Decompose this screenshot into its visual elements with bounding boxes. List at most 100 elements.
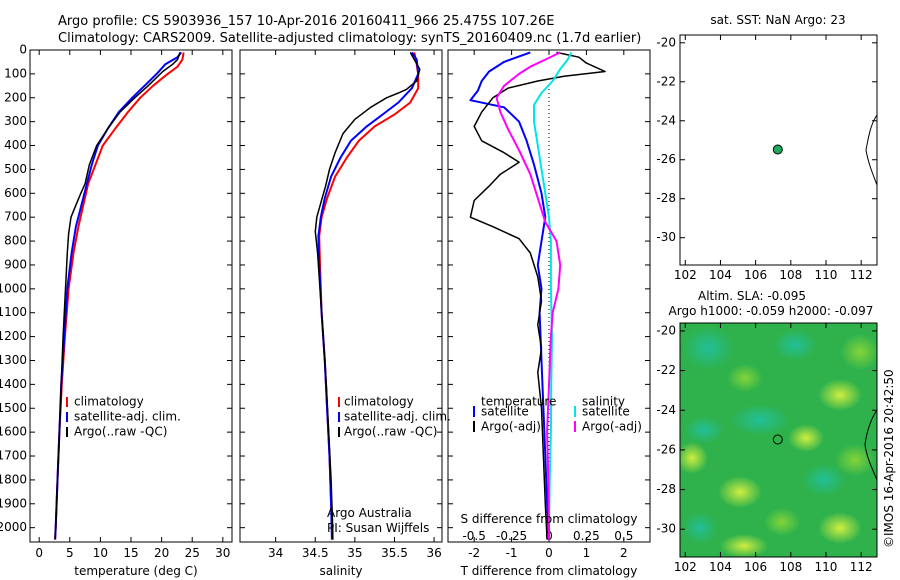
salinity-panel-frame (239, 49, 443, 543)
x-tick-label: 104 (709, 268, 732, 282)
y-tick-label: 1600 (0, 425, 27, 439)
y-tick-label: -20 (656, 35, 676, 49)
copyright-stamp: ©IMOS 16-Apr-2016 20:42:50 (882, 369, 896, 548)
series-line-t-satellite (469, 51, 550, 540)
temperature-panel-frame (29, 49, 233, 543)
s-tick-label: -0.5 (462, 529, 485, 543)
y-tick-label: 200 (4, 90, 27, 104)
series-line-climatology (54, 52, 185, 540)
x-tick-label: 102 (674, 560, 697, 574)
sla-map: 102 104 106 108 110 112 -20 -22 -24 -26 -28 -30 (656, 323, 877, 574)
x-tick-label: 25 (185, 546, 200, 560)
y-tick-label: -24 (656, 403, 676, 417)
y-tick-label: 400 (4, 138, 27, 152)
y-tick-label: 2000 (0, 520, 27, 534)
legend-climatology: climatology (74, 395, 144, 409)
difference-xlabel: T difference from climatology (460, 564, 638, 578)
y-tick-label: -24 (656, 113, 676, 127)
header-line-1: Argo profile: CS 5903936_157 10-Apr-2016… (58, 14, 554, 29)
x-tick-label: 102 (674, 268, 697, 282)
y-tick-label: 900 (4, 257, 27, 271)
x-tick-label: 112 (850, 560, 873, 574)
argo-location-marker (772, 434, 783, 445)
legend-t-argo: Argo(-adj) (481, 420, 541, 434)
y-tick-label: 1300 (0, 353, 27, 367)
y-tick-label: 1900 (0, 496, 27, 510)
s-tick-label: 0.25 (573, 529, 600, 543)
x-tick-label: 15 (123, 546, 138, 560)
sla-map-title: Altim. SLA: -0.095 (698, 289, 806, 303)
series-line-satellite-adj-clim- (317, 51, 420, 540)
sst-map: 102 104 106 108 110 112 -20 -22 -24 -26 -28 -30 (656, 35, 877, 282)
y-tick-label: 600 (4, 186, 27, 200)
y-tick-label: 1400 (0, 377, 27, 391)
y-tick-label: 800 (4, 234, 27, 248)
legend-satellite: satellite-adj. clim. (74, 410, 181, 424)
argo-location-marker (772, 144, 783, 155)
legend-satellite: satellite-adj. clim. (344, 410, 451, 424)
legend-s-satellite: satellite (582, 405, 630, 419)
x-tick-label: 35 (347, 546, 362, 560)
sla-heatmap (680, 323, 877, 557)
series-line-argo-raw-qc- (314, 52, 421, 540)
y-tick-label: 1100 (0, 305, 27, 319)
x-tick-label: 20 (154, 546, 169, 560)
y-tick-label: -28 (656, 191, 676, 205)
org-label: Argo Australia (327, 506, 412, 520)
x-tick-label: 110 (815, 268, 838, 282)
difference-legend: temperature satellite Argo(-adj) salinit… (473, 395, 642, 434)
pi-label: PI: Susan Wijffels (327, 521, 429, 535)
x-tick-label: 0 (545, 546, 553, 560)
x-tick-label: 34.5 (302, 546, 329, 560)
x-tick-label: 10 (93, 546, 108, 560)
x-tick-label: 108 (779, 560, 802, 574)
x-tick-label: 110 (815, 560, 838, 574)
depth-axis: 0 100 200 300 400 500 600 700 800 900 1000 1100 1200… (0, 43, 27, 535)
sla-map-frame (679, 322, 878, 558)
y-tick-label: -28 (656, 482, 676, 496)
legend-argo: Argo(..raw -QC) (344, 425, 437, 439)
series-line-s-argo-adj- (495, 51, 562, 540)
y-tick-label: 100 (4, 66, 27, 80)
series-line-t-argo-adj- (469, 51, 606, 540)
x-tick-label: -1 (506, 546, 518, 560)
salinity-legend: climatology satellite-adj. clim. Argo(..… (338, 395, 451, 439)
sla-map-subtitle: Argo h1000: -0.059 h2000: -0.097 (669, 304, 874, 318)
x-tick-label: 5 (66, 546, 74, 560)
y-tick-label: -22 (656, 363, 676, 377)
x-tick-label: -2 (468, 546, 480, 560)
x-tick-label: 108 (779, 268, 802, 282)
legend-salinity-title: salinity (582, 395, 625, 409)
temperature-chart: 0 5 10 15 20 25 30 (30, 49, 232, 560)
salinity-chart: 34 34.5 35 35.5 36 (240, 49, 442, 560)
y-tick-label: -30 (656, 230, 676, 244)
y-tick-label: 1200 (0, 329, 27, 343)
legend-t-satellite: satellite (481, 405, 529, 419)
y-tick-label: -26 (656, 442, 676, 456)
legend-temperature-title: temperature (481, 395, 556, 409)
x-tick-label: 106 (744, 560, 767, 574)
legend-argo: Argo(..raw -QC) (74, 425, 167, 439)
difference-chart: -2 -1 0 1 2-0.5 -0.25 0 0.25 0.5 (448, 49, 650, 560)
x-tick-label: 104 (709, 560, 732, 574)
y-tick-label: 300 (4, 114, 27, 128)
salinity-xlabel: salinity (319, 564, 362, 578)
y-tick-label: -30 (656, 522, 676, 536)
x-tick-label: 30 (215, 546, 230, 560)
x-tick-label: 2 (620, 546, 628, 560)
s-tick-label: 0.5 (614, 529, 633, 543)
difference-xlabel-top: S difference from climatology (461, 512, 638, 526)
x-tick-label: 36 (426, 546, 441, 560)
x-tick-label: 35.5 (381, 546, 408, 560)
y-tick-label: 1700 (0, 449, 27, 463)
y-tick-label: 0 (19, 43, 27, 57)
y-tick-label: 700 (4, 210, 27, 224)
series-line-argo-raw-qc- (54, 52, 181, 540)
y-tick-label: 1500 (0, 401, 27, 415)
temperature-xlabel: temperature (deg C) (74, 564, 197, 578)
sst-coastline (865, 114, 877, 186)
series-line-s-satellite (533, 51, 573, 540)
y-tick-label: 1000 (0, 281, 27, 295)
y-tick-label: -26 (656, 152, 676, 166)
